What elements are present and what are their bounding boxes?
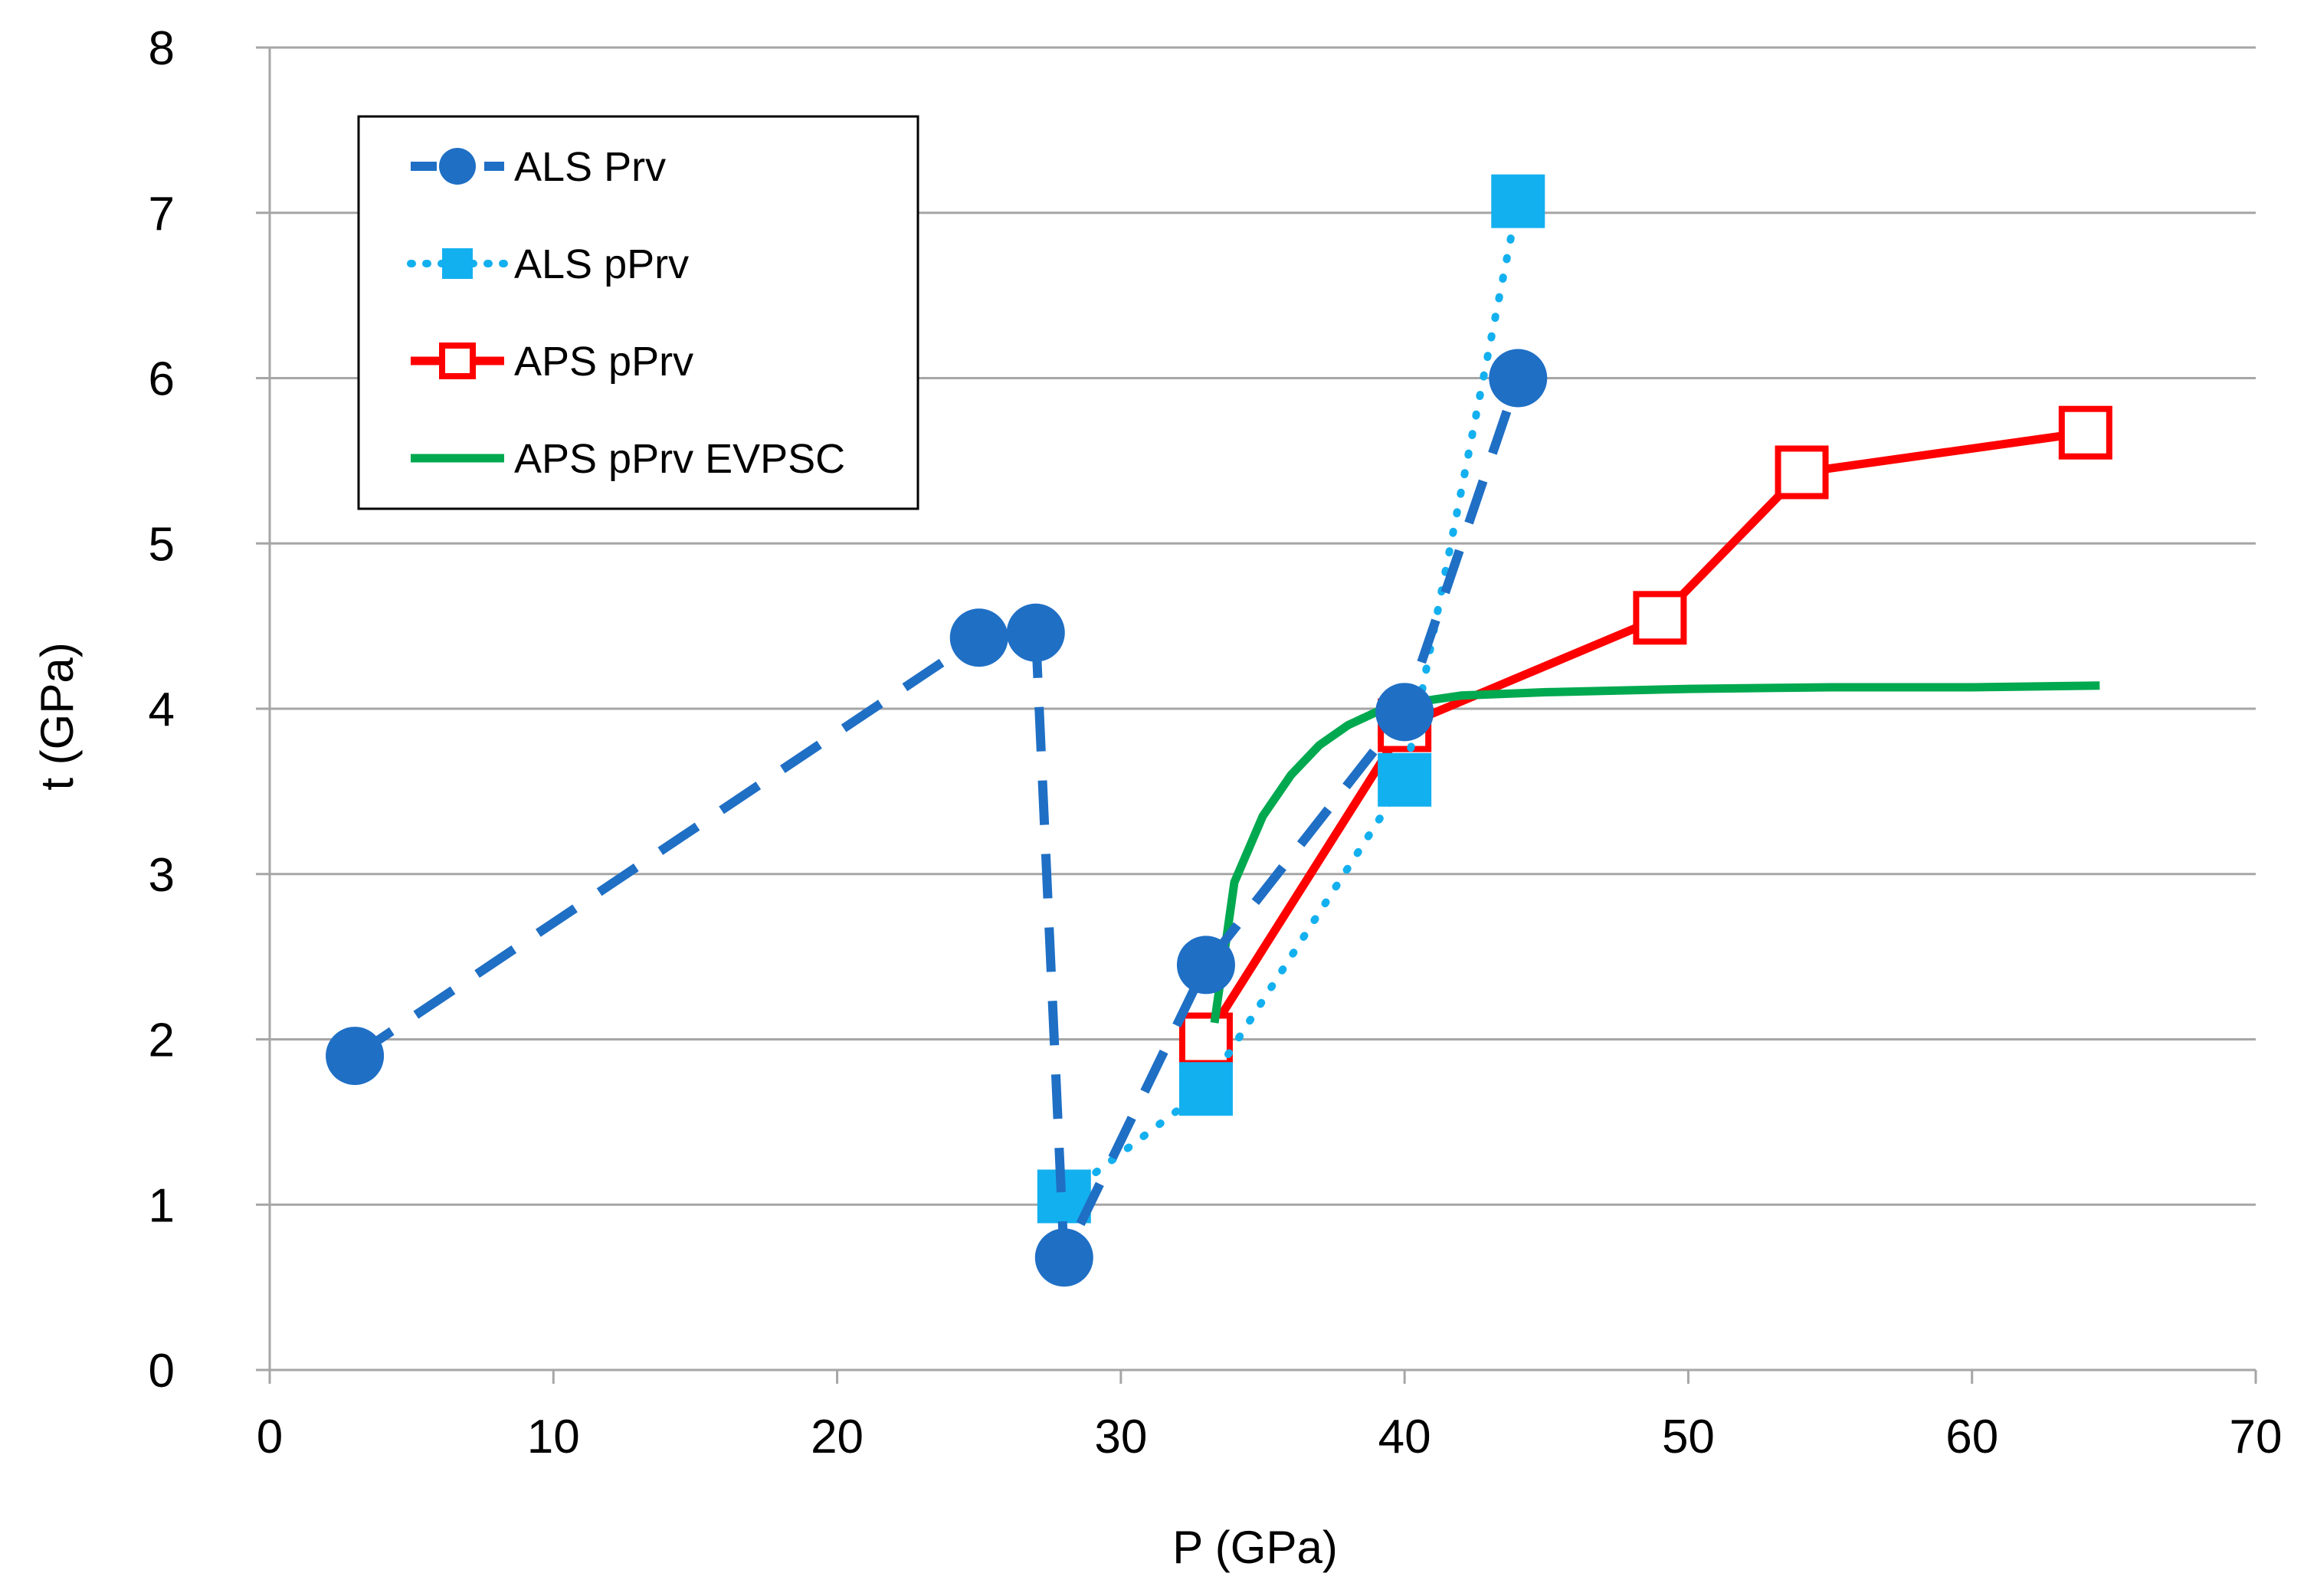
y-tick-label: 1 [149,1179,175,1232]
legend-label: APS pPrv [514,339,693,385]
x-tick-label: 10 [527,1411,580,1463]
marker-point [1633,591,1687,645]
series-aps-pprv-evpsc [1210,681,2100,1024]
y-tick-label: 2 [149,1014,175,1067]
marker-point [439,342,476,379]
marker-point [1176,936,1235,995]
marker-point [1375,683,1434,742]
y-tick-label: 0 [149,1345,175,1398]
legend-item: ALS Prv [411,144,666,190]
marker-point [1178,1012,1233,1067]
series-als-prv [326,349,1548,1287]
y-axis-title: t (GPa) [31,642,83,790]
y-tick-label: 5 [149,518,175,571]
y-tick-label: 7 [149,188,175,241]
y-tick-label: 3 [149,849,175,902]
marker-point [1034,1228,1093,1287]
x-tick-label: 0 [257,1411,283,1463]
series-group [326,174,2112,1287]
marker-point [949,608,1008,667]
legend-label: APS pPrv EVPSC [514,436,845,482]
x-tick-label: 70 [2230,1411,2283,1463]
legend-label: ALS pPrv [514,241,689,287]
x-tick-label: 30 [1094,1411,1147,1463]
legend-label: ALS Prv [514,144,666,190]
marker-point [1378,752,1432,807]
x-tick-label: 50 [1662,1411,1715,1463]
legend-item: APS pPrv [411,339,693,385]
y-tick-label: 6 [149,353,175,406]
x-tick-label: 40 [1378,1411,1431,1463]
marker-point [1489,349,1548,408]
marker-point [439,148,476,185]
marker-point [442,248,473,279]
x-tick-label: 60 [1945,1411,1998,1463]
axes: 0 10 20 30 40 50 60 70 0 1 2 3 4 5 6 7 8 [149,22,2283,1463]
series-line [1060,197,1522,1201]
x-axis-title: P (GPa) [1172,1522,1338,1573]
series-als-pprv [1037,174,1545,1224]
legend-item: APS pPrv EVPSC [411,436,845,482]
y-tick-label: 4 [149,683,175,736]
series-line [1210,681,2100,1024]
marker-point [1491,174,1545,228]
marker-point [2058,405,2112,460]
y-tick-label: 8 [149,22,175,75]
series-aps-pprv [1178,405,2112,1067]
marker-point [1775,445,1829,500]
legend-item: ALS pPrv [407,241,689,287]
marker-point [1006,603,1065,662]
marker-point [1178,1062,1233,1116]
x-tick-label: 20 [811,1411,864,1463]
legend: ALS Prv ALS pPrv APS pPrv APS pPrv EVPSC [357,115,919,510]
marker-point [326,1027,385,1086]
